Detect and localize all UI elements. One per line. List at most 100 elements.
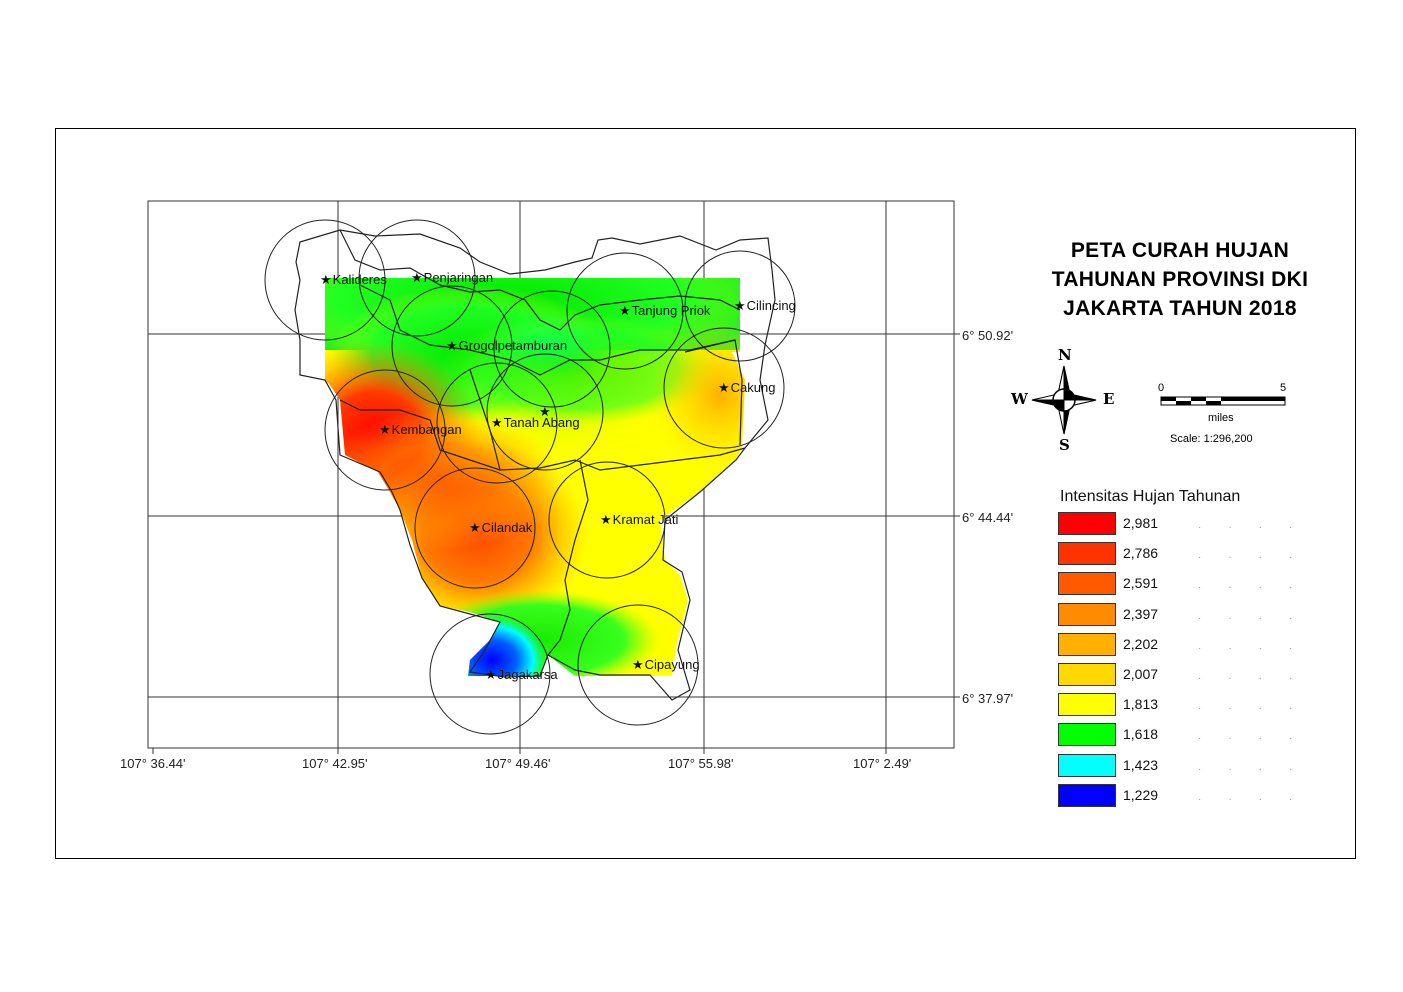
station-marker: ★Cakung (718, 380, 775, 396)
legend-dots: ···· (1198, 793, 1320, 805)
scale-bar: 0 5 miles Scale: 1:296,200 (1150, 380, 1300, 450)
station-name: Penjaringan (423, 270, 494, 285)
legend-label: 2,786 (1123, 545, 1159, 562)
lon-label: 107° 49.46' (485, 756, 551, 771)
legend-label: 2,202 (1123, 635, 1159, 652)
legend-swatch (1058, 723, 1116, 747)
legend-label: 2,007 (1123, 666, 1159, 682)
lon-label: 107° 2.49' (853, 756, 912, 771)
station-marker: ★Cilincing (734, 298, 796, 314)
map-title-line: JAKARTA TAHUN 2018 (1063, 297, 1297, 320)
legend-label: 1,813 (1123, 696, 1159, 713)
station-name: Cilandak (481, 520, 533, 535)
lon-label: 107° 36.44' (120, 756, 186, 771)
legend-swatch (1058, 693, 1116, 717)
compass-n: N (1058, 346, 1072, 364)
legend-item: 1,423 ···· (1058, 753, 1292, 780)
station-marker: ★Kembangan (379, 422, 462, 438)
station-marker: ★Grogolpetamburan (446, 338, 567, 354)
legend-dots: ···· (1198, 552, 1320, 564)
scale-start: 0 (1158, 382, 1165, 394)
station-marker: ★Cilandak (469, 520, 532, 536)
compass-w: W (1011, 390, 1028, 408)
station-marker: ★Jagakarsa (485, 667, 558, 683)
admin-boundaries (294, 229, 776, 701)
legend-label: 1,618 (1123, 726, 1159, 743)
legend-item: 1,229 ···· (1058, 783, 1292, 810)
scale-ratio: Scale: 1:296,200 (1170, 433, 1253, 445)
station-marker: ★Cipayung (632, 657, 700, 673)
star-icon: ★ (320, 272, 332, 287)
legend-item: 2,202 ···· (1058, 632, 1292, 659)
legend-dots: ···· (1198, 582, 1320, 594)
legend-label: 2,981 (1123, 515, 1159, 531)
legend-label: 2,397 (1123, 605, 1159, 622)
station-marker: ★Penjaringan (411, 270, 493, 286)
legend-item: 2,007 ···· (1058, 663, 1292, 689)
legend-dots: ···· (1198, 733, 1320, 745)
legend-swatch (1058, 542, 1116, 566)
star-icon: ★ (485, 667, 497, 682)
legend-swatch (1058, 572, 1116, 596)
star-icon: ★ (379, 422, 391, 437)
station-name: Cilincing (746, 298, 796, 313)
star-icon: ★ (600, 512, 612, 527)
star-icon: ★ (411, 270, 423, 285)
map-title-line: TAHUNAN PROVINSI DKI (1051, 268, 1309, 291)
legend-dots: ···· (1198, 612, 1320, 624)
legend-item: 1,813 ···· (1058, 693, 1292, 719)
lon-label: 107° 55.98' (668, 756, 734, 771)
legend-dots: ···· (1198, 673, 1320, 684)
station-marker: ★Kalideres (320, 272, 387, 288)
legend-dots: ···· (1198, 763, 1320, 775)
legend-item: 2,786 ···· (1058, 542, 1292, 568)
star-icon: ★ (491, 415, 503, 430)
station-name: Tanjung Priok (631, 303, 711, 318)
legend-swatch (1058, 512, 1116, 535)
legend-item: 1,618 ···· (1058, 723, 1292, 749)
legend-swatch (1058, 602, 1116, 626)
star-icon: ★ (469, 520, 481, 535)
legend-dots: ···· (1198, 642, 1320, 654)
map-layout-frame (55, 128, 1356, 859)
map-title-line: PETA CURAH HUJAN (1070, 239, 1290, 262)
station-name: Tanah Abang (503, 415, 580, 430)
legend-item: 2,981 ···· (1058, 512, 1292, 538)
lat-label: 6° 44.44' (962, 510, 1014, 525)
legend-item: 2,397 ···· (1058, 602, 1292, 629)
legend-swatch (1058, 783, 1116, 807)
scale-end: 5 (1280, 382, 1287, 394)
rainfall-raster (325, 278, 745, 676)
lat-label: 6° 50.92' (962, 328, 1014, 343)
legend-dots: ···· (1198, 703, 1320, 715)
compass-s: S (1059, 436, 1070, 454)
station-marker: ★Tanjung Priok (619, 303, 710, 319)
station-name: Cipayung (644, 657, 700, 672)
station-name: Grogolpetamburan (458, 338, 568, 353)
station-name: Kembangan (391, 422, 462, 437)
legend-label: 2,591 (1123, 575, 1159, 592)
station-name: Cakung (730, 380, 776, 395)
lat-label: 6° 37.97' (962, 691, 1014, 706)
star-icon: ★ (718, 380, 730, 395)
lon-label: 107° 42.95' (302, 756, 368, 771)
station-name: Kalideres (332, 272, 387, 287)
star-icon: ★ (619, 303, 631, 318)
star-icon: ★ (734, 298, 746, 313)
legend-swatch (1058, 632, 1116, 656)
map-title: PETA CURAH HUJAN TAHUNAN PROVINSI DKI JA… (1022, 236, 1338, 323)
legend-item: 2,591 ···· (1058, 572, 1292, 598)
legend-dots: ···· (1198, 522, 1320, 533)
legend-swatch (1058, 753, 1116, 777)
legend-swatch (1058, 663, 1116, 686)
north-arrow-icon: N S W E (1008, 346, 1120, 454)
station-name: Kramat Jati (612, 512, 679, 527)
station-buffers (264, 219, 796, 735)
star-icon: ★ (632, 657, 644, 672)
compass-e: E (1103, 390, 1115, 408)
legend-label: 1,229 (1123, 786, 1159, 803)
station-name: Jagakarsa (497, 667, 558, 682)
legend-label: 1,423 (1123, 756, 1159, 773)
legend-title: Intensitas Hujan Tahunan (1060, 488, 1241, 505)
